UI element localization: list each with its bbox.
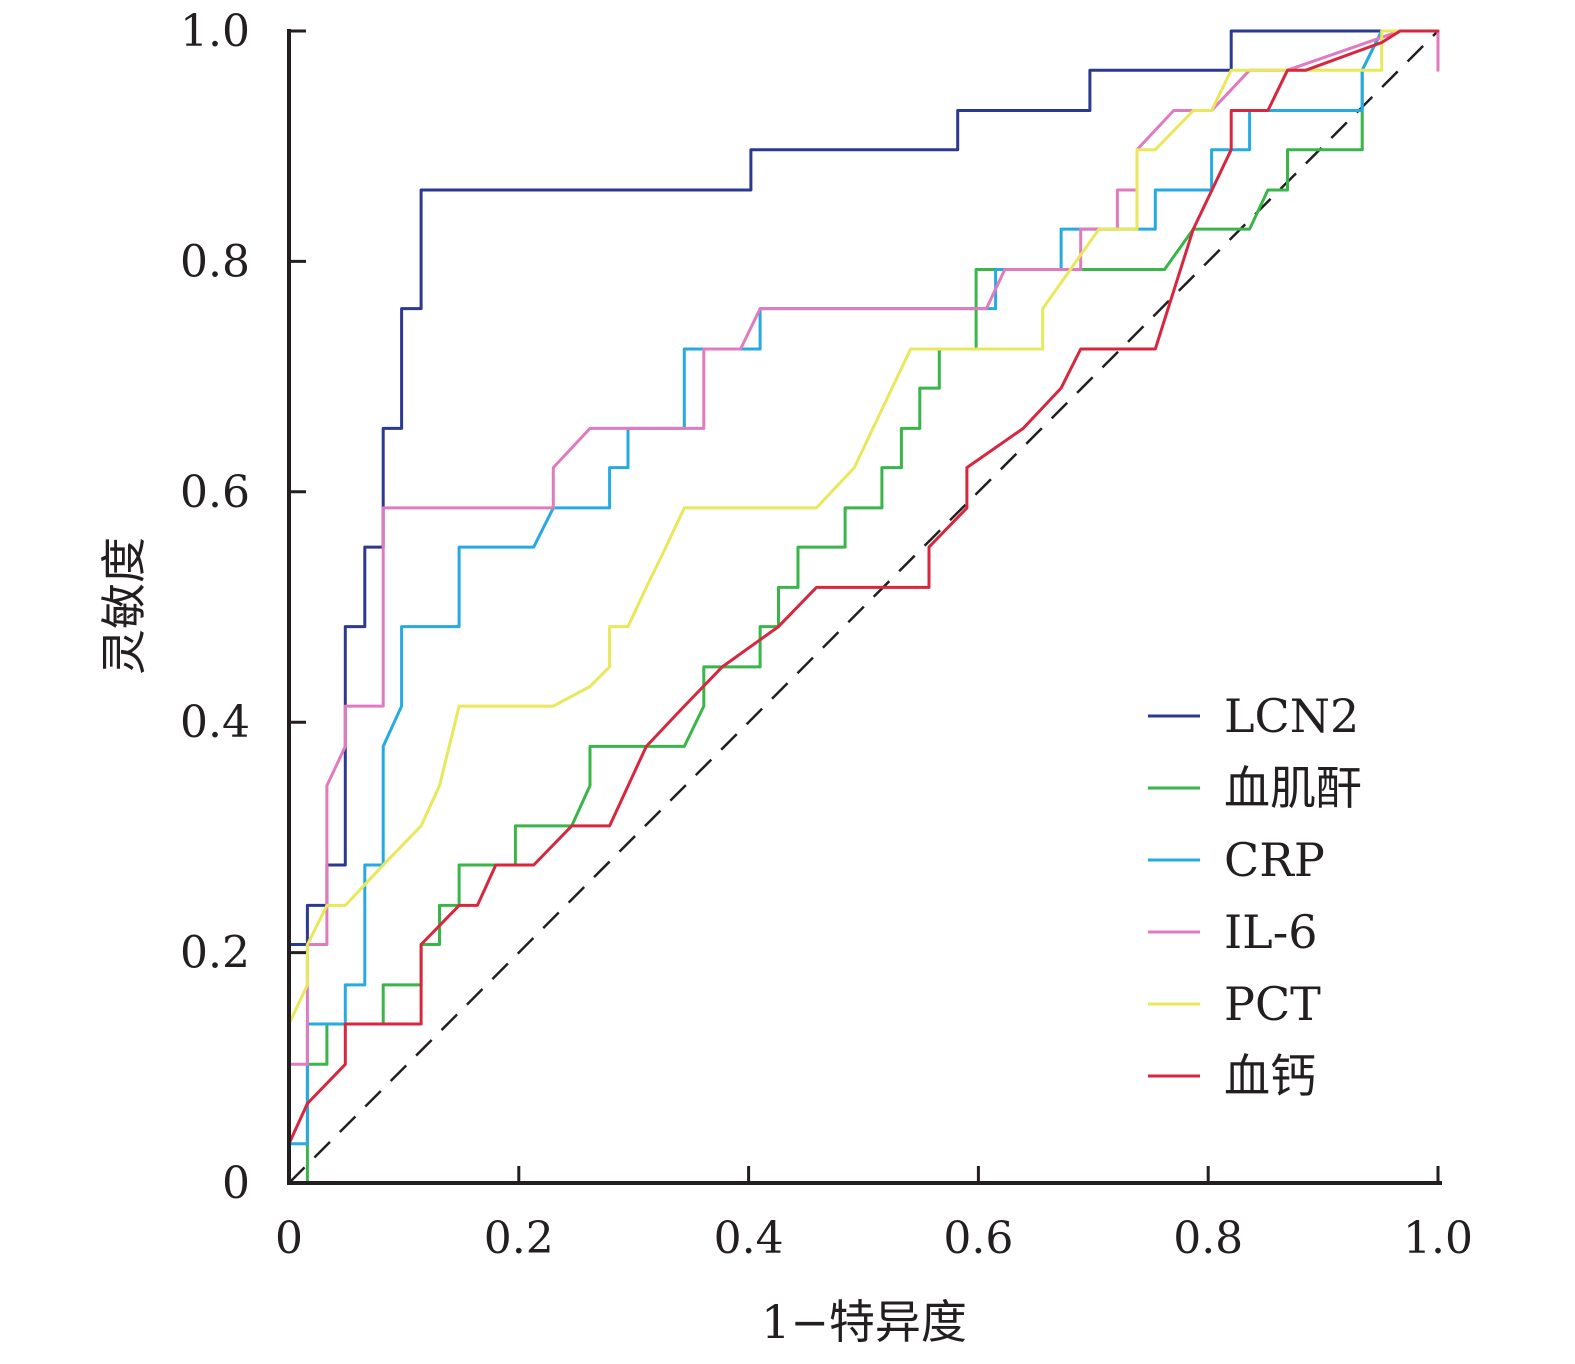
y-axis-label: 灵敏度 (97, 537, 151, 675)
series-line-2 (305, 29, 1440, 1185)
y-tick-label: 0 (222, 1158, 250, 1209)
x-tick-label: 0.6 (943, 1213, 1013, 1264)
legend-label: PCT (1224, 977, 1321, 1031)
x-tick-label: 0.4 (714, 1213, 784, 1264)
legend-label: IL-6 (1224, 905, 1318, 959)
y-tick-label: 0.4 (180, 697, 250, 748)
legend-label: LCN2 (1224, 689, 1359, 743)
axis-ticks: 0 0.2 0.4 0.6 0.8 1.0 0 0.2 0.4 0.6 0.8 1.0 (180, 6, 1473, 1264)
x-tick-label: 0.8 (1173, 1213, 1243, 1264)
legend: LCN2 血肌酐 CRP IL-6 PCT 血钙 (1148, 689, 1362, 1103)
y-tick-label: 1.0 (180, 6, 250, 57)
x-tick-label: 1.0 (1403, 1213, 1473, 1264)
axes (287, 29, 1442, 1185)
y-tick-label: 0.2 (180, 928, 250, 979)
legend-label: 血肌酐 (1224, 761, 1362, 815)
legend-label: 血钙 (1224, 1049, 1316, 1103)
reference-line (288, 30, 1439, 1184)
series-line-6 (287, 29, 1440, 1146)
series-line-5 (287, 29, 1440, 1026)
x-tick-label: 0.2 (484, 1213, 554, 1264)
legend-label: CRP (1224, 833, 1325, 887)
x-axis-label: 1−特异度 (761, 1295, 967, 1349)
y-tick-label: 0.8 (180, 236, 250, 287)
x-tick-label: 0 (275, 1213, 303, 1264)
y-tick-label: 0.6 (180, 467, 250, 518)
roc-curves (287, 29, 1440, 1185)
reference-diagonal (288, 30, 1439, 1184)
